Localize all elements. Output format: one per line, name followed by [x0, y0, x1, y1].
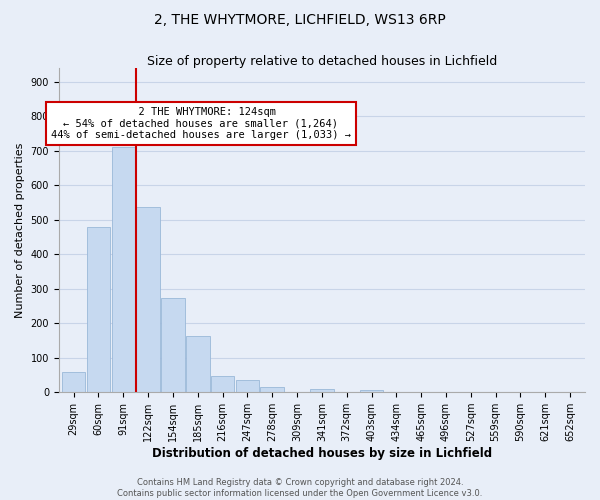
Bar — [62, 372, 85, 392]
Bar — [236, 380, 259, 392]
Bar — [112, 146, 135, 392]
Bar — [360, 390, 383, 392]
Bar — [186, 336, 209, 392]
Bar — [310, 390, 334, 392]
Title: Size of property relative to detached houses in Lichfield: Size of property relative to detached ho… — [147, 55, 497, 68]
Bar — [136, 208, 160, 392]
Bar — [161, 298, 185, 392]
Bar — [87, 228, 110, 392]
Bar — [211, 376, 235, 392]
Bar — [260, 387, 284, 392]
Y-axis label: Number of detached properties: Number of detached properties — [15, 142, 25, 318]
Text: 2, THE WHYTMORE, LICHFIELD, WS13 6RP: 2, THE WHYTMORE, LICHFIELD, WS13 6RP — [154, 12, 446, 26]
Text: 2 THE WHYTMORE: 124sqm
← 54% of detached houses are smaller (1,264)
44% of semi-: 2 THE WHYTMORE: 124sqm ← 54% of detached… — [51, 107, 351, 140]
Text: Contains HM Land Registry data © Crown copyright and database right 2024.
Contai: Contains HM Land Registry data © Crown c… — [118, 478, 482, 498]
X-axis label: Distribution of detached houses by size in Lichfield: Distribution of detached houses by size … — [152, 447, 492, 460]
